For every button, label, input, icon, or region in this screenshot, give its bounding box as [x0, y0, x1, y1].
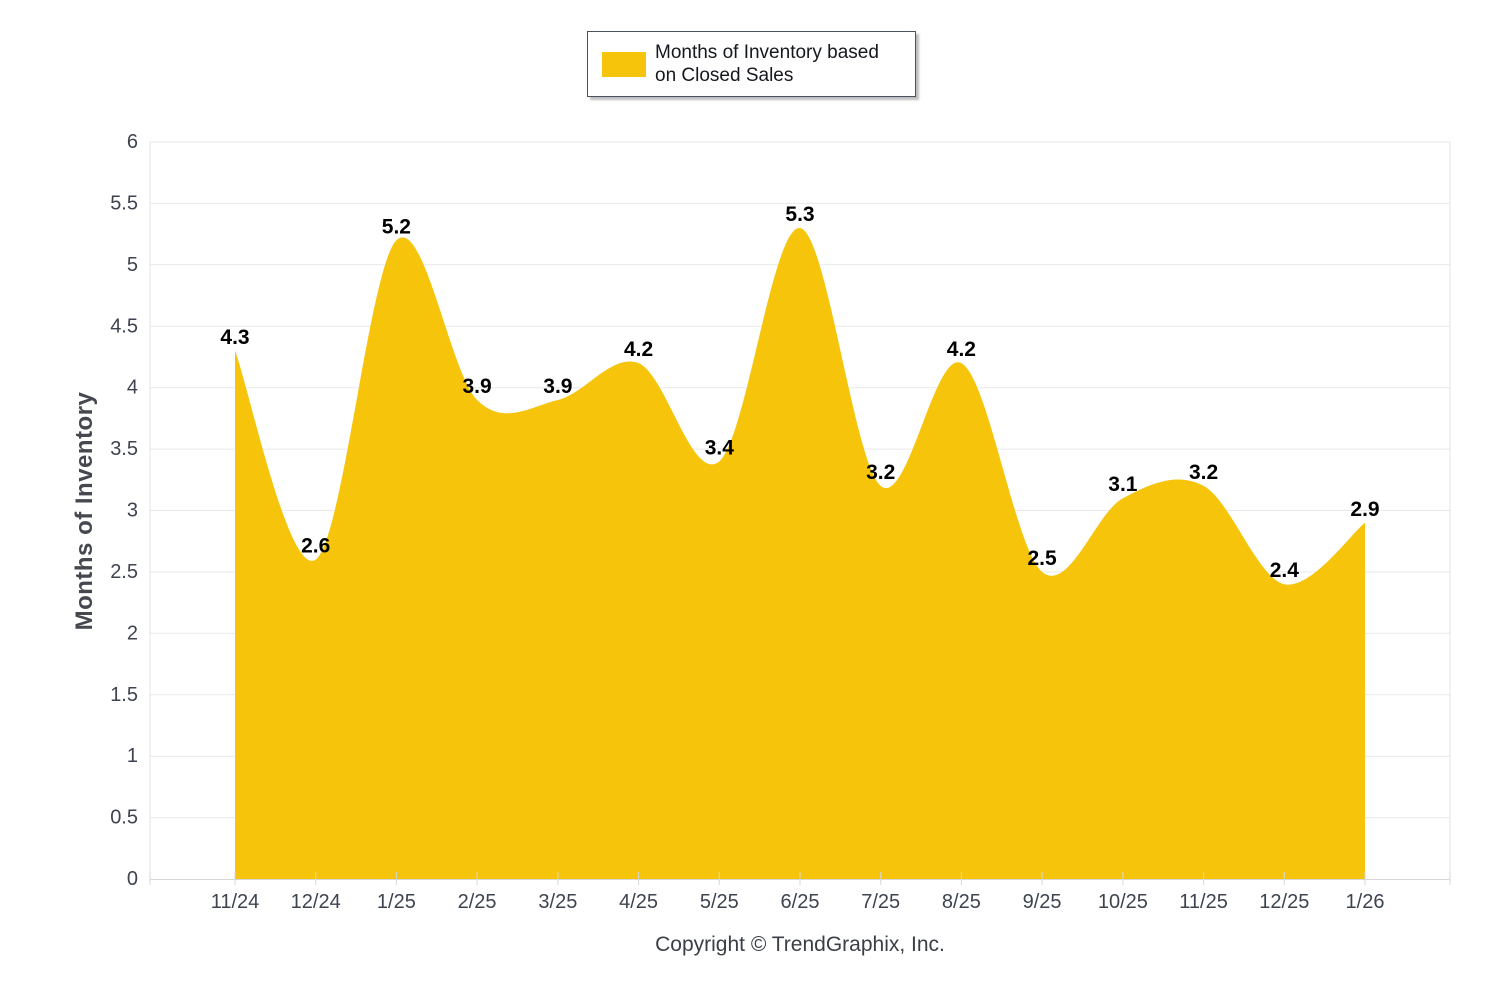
y-axis-title: Months of Inventory — [71, 391, 98, 631]
data-label: 2.4 — [1270, 559, 1300, 582]
data-label: 3.2 — [866, 461, 895, 484]
y-axis-label: 2.5 — [110, 561, 138, 583]
y-axis-label: 4 — [127, 377, 138, 399]
data-label: 2.9 — [1350, 498, 1379, 521]
y-axis-label: 3 — [127, 500, 138, 522]
legend-swatch-icon — [602, 51, 646, 77]
x-axis-label: 2/25 — [458, 891, 497, 913]
area-series — [235, 227, 1365, 879]
data-label: 3.9 — [543, 375, 572, 398]
y-axis-label: 6 — [127, 131, 138, 153]
x-axis-label: 11/24 — [211, 891, 260, 913]
y-axis-label: 2 — [127, 622, 138, 644]
y-axis-label: 5 — [127, 254, 138, 276]
x-axis-label: 3/25 — [538, 891, 577, 913]
x-axis-label: 5/25 — [700, 891, 739, 913]
x-axis-label: 9/25 — [1023, 891, 1062, 913]
data-label: 4.2 — [947, 338, 976, 361]
data-label: 3.2 — [1189, 461, 1218, 484]
x-axis-label: 1/25 — [377, 891, 416, 913]
data-label: 5.2 — [382, 215, 411, 238]
x-axis-label: 11/25 — [1179, 891, 1228, 913]
x-axis-label: 1/26 — [1346, 891, 1385, 913]
data-label: 3.4 — [705, 436, 735, 459]
x-axis-label: 7/25 — [861, 891, 900, 913]
y-axis-label: 1 — [127, 745, 138, 767]
data-label: 4.2 — [624, 338, 653, 361]
data-label: 5.3 — [785, 203, 814, 226]
data-label: 2.5 — [1027, 547, 1057, 570]
data-label: 4.3 — [220, 326, 249, 349]
data-label: 3.9 — [462, 375, 491, 398]
legend-label: Months of Inventory based on Closed Sale… — [655, 42, 879, 86]
y-axis-label: 3.5 — [110, 438, 138, 460]
y-axis-label: 1.5 — [110, 684, 138, 706]
y-axis-label: 0 — [127, 868, 138, 890]
data-label: 2.6 — [301, 535, 330, 558]
x-axis-label: 6/25 — [781, 891, 820, 913]
data-label: 3.1 — [1108, 473, 1138, 496]
x-axis-label: 10/25 — [1098, 891, 1148, 913]
x-axis-label: 12/25 — [1259, 891, 1309, 913]
x-axis-label: 12/24 — [291, 891, 341, 913]
y-axis-label: 5.5 — [110, 192, 138, 214]
x-axis-label: 4/25 — [619, 891, 658, 913]
x-axis-label: 8/25 — [942, 891, 981, 913]
y-axis-label: 4.5 — [110, 315, 138, 337]
chart-legend: Months of Inventory based on Closed Sale… — [587, 31, 916, 97]
y-axis-label: 0.5 — [110, 807, 138, 829]
copyright-text: Copyright © TrendGraphix, Inc. — [655, 933, 945, 956]
